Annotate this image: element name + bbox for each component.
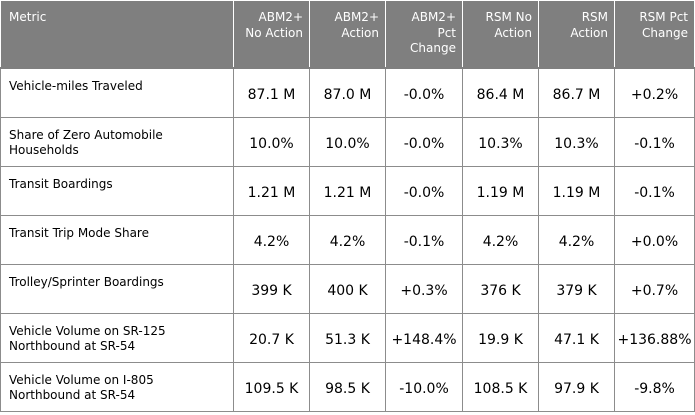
header-metric: Metric xyxy=(0,0,234,68)
cell-rsm-no-action: 4.2% xyxy=(482,233,519,250)
cell-rsm-pct-change: -0.1% xyxy=(634,135,675,152)
cell-rsm-action: 97.9 K xyxy=(554,380,599,397)
cell-abm2-pct-change: -0.0% xyxy=(403,135,445,152)
cell-abm2-no-action: 87.1 M xyxy=(247,86,296,103)
cell-rsm-action: 4.2% xyxy=(558,233,595,250)
metric-label: Vehicle-miles Traveled xyxy=(9,78,143,93)
cell-abm2-pct-change: -0.0% xyxy=(403,86,445,103)
cell-rsm-action: 10.3% xyxy=(554,135,599,152)
cell-rsm-pct-change: -0.1% xyxy=(634,184,675,201)
cell-rsm-no-action: 376 K xyxy=(480,282,521,299)
header-row: Metric ABM2+ No Action ABM2+ Action ABM2… xyxy=(0,0,695,68)
cell-rsm-pct-change: +136.88% xyxy=(617,331,692,348)
cell-rsm-no-action: 19.9 K xyxy=(478,331,523,348)
cell-rsm-pct-change: +0.0% xyxy=(630,233,679,250)
metric-label: Trolley/Sprinter Boardings xyxy=(9,274,164,289)
cell-rsm-pct-change: +0.7% xyxy=(630,282,679,299)
cell-abm2-action: 4.2% xyxy=(329,233,366,250)
cell-abm2-pct-change: +148.4% xyxy=(391,331,457,348)
cell-abm2-action: 87.0 M xyxy=(323,86,372,103)
cell-rsm-no-action: 86.4 M xyxy=(476,86,525,103)
cell-rsm-no-action: 1.19 M xyxy=(476,184,525,201)
cell-abm2-action: 10.0% xyxy=(325,135,370,152)
cell-abm2-pct-change: -0.0% xyxy=(403,184,445,201)
cell-rsm-pct-change: -9.8% xyxy=(634,380,675,397)
cell-rsm-no-action: 108.5 K xyxy=(473,380,528,397)
header-rsm-pct-change: RSM Pct Change xyxy=(614,0,695,68)
cell-abm2-pct-change: -10.0% xyxy=(399,380,449,397)
cell-rsm-action: 47.1 K xyxy=(554,331,599,348)
table-row: Vehicle Volume on SR-125 Northbound at S… xyxy=(0,312,695,363)
table-row: Transit Boardings 1.21 M 1.21 M -0.0% 1.… xyxy=(0,165,695,216)
cell-abm2-no-action: 1.21 M xyxy=(247,184,296,201)
cell-abm2-pct-change: +0.3% xyxy=(400,282,448,299)
cell-rsm-pct-change: +0.2% xyxy=(630,86,679,103)
header-rsm-action: RSM Action xyxy=(538,0,615,68)
cell-abm2-pct-change: -0.1% xyxy=(403,233,445,250)
metric-label: Transit Boardings xyxy=(9,176,113,191)
cell-abm2-action: 98.5 K xyxy=(325,380,370,397)
metric-label: Vehicle Volume on I-805 Northbound at SR… xyxy=(9,372,154,403)
cell-abm2-no-action: 20.7 K xyxy=(249,331,294,348)
header-abm2-action: ABM2+ Action xyxy=(309,0,386,68)
table-row: Trolley/Sprinter Boardings 399 K 400 K +… xyxy=(0,263,695,314)
cell-abm2-action: 51.3 K xyxy=(325,331,370,348)
metric-label: Share of Zero Automobile Households xyxy=(9,127,163,158)
table-row: Transit Trip Mode Share 4.2% 4.2% -0.1% … xyxy=(0,214,695,265)
cell-abm2-no-action: 399 K xyxy=(251,282,292,299)
header-abm2-no-action: ABM2+ No Action xyxy=(233,0,310,68)
cell-rsm-action: 379 K xyxy=(556,282,597,299)
cell-abm2-no-action: 10.0% xyxy=(249,135,294,152)
cell-abm2-no-action: 4.2% xyxy=(253,233,290,250)
cell-rsm-action: 86.7 M xyxy=(552,86,601,103)
metric-label: Vehicle Volume on SR-125 Northbound at S… xyxy=(9,323,166,354)
table-row: Vehicle-miles Traveled 87.1 M 87.0 M -0.… xyxy=(0,66,695,118)
cell-abm2-no-action: 109.5 K xyxy=(244,380,299,397)
metric-label: Transit Trip Mode Share xyxy=(9,225,149,240)
cell-rsm-action: 1.19 M xyxy=(552,184,601,201)
cell-rsm-no-action: 10.3% xyxy=(478,135,523,152)
cell-abm2-action: 1.21 M xyxy=(323,184,372,201)
table-row: Vehicle Volume on I-805 Northbound at SR… xyxy=(0,361,695,412)
header-rsm-no-action: RSM No Action xyxy=(462,0,539,68)
table-row: Share of Zero Automobile Households 10.0… xyxy=(0,116,695,167)
cell-abm2-action: 400 K xyxy=(327,282,368,299)
header-abm2-pct-change: ABM2+ Pct Change xyxy=(385,0,463,68)
